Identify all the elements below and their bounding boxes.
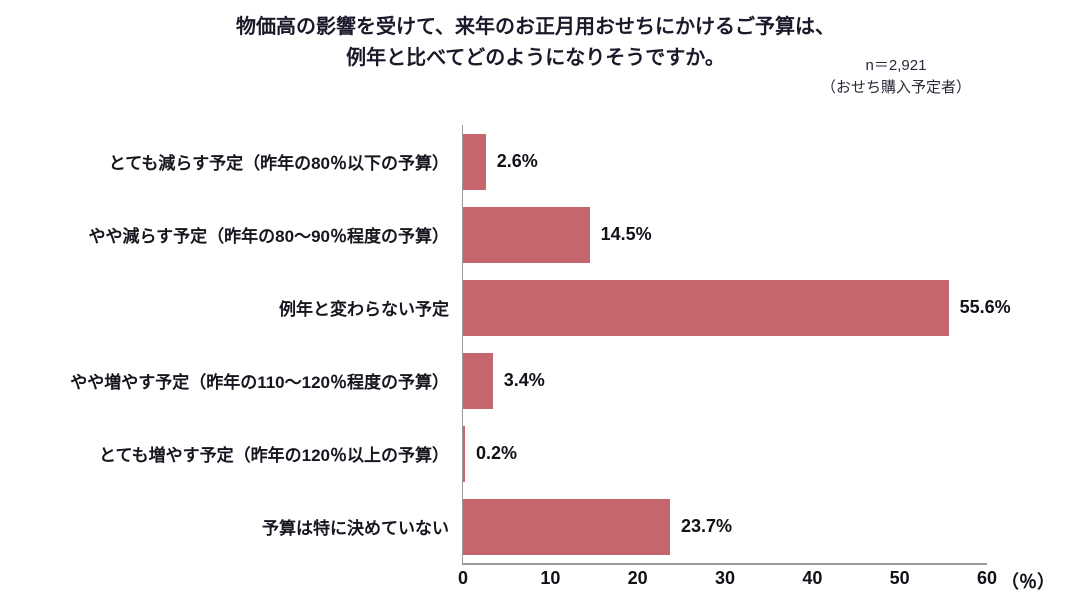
chart-title: 物価高の影響を受けて、来年のお正月用おせちにかけるご予算は、 例年と比べてどのよ… bbox=[0, 0, 1071, 74]
chart-title-line1: 物価高の影響を受けて、来年のお正月用おせちにかけるご予算は、 bbox=[236, 16, 835, 38]
bar-row: 55.6% bbox=[463, 271, 1011, 344]
category-label: とても増やす予定（昨年の120％以上の予算） bbox=[98, 446, 449, 465]
category-label: 例年と変わらない予定 bbox=[279, 300, 449, 319]
x-axis-tick-label: 30 bbox=[714, 568, 736, 588]
x-axis-ticks: 0 10 20 30 40 50 60 （％） bbox=[458, 563, 1055, 593]
value-label: 23.7% bbox=[680, 516, 733, 536]
x-axis-unit-label: （％） bbox=[1001, 572, 1055, 592]
bar bbox=[463, 279, 949, 336]
x-axis-tick-label: 10 bbox=[540, 568, 561, 588]
x-axis-tick-label: 20 bbox=[627, 568, 648, 588]
value-label: 55.6% bbox=[959, 297, 1011, 317]
chart-title-line2: 例年と比べてどのようになりそうですか。 bbox=[346, 47, 725, 69]
bar bbox=[463, 352, 493, 409]
x-axis-tick-label: 60 bbox=[976, 568, 998, 588]
value-label: 3.4% bbox=[503, 370, 545, 390]
bar-row: 2.6% bbox=[463, 125, 987, 198]
sample-size-note: n＝2,921 （おせち購入予定者） bbox=[821, 55, 971, 99]
bar bbox=[463, 425, 465, 482]
sample-size-description: （おせち購入予定者） bbox=[820, 79, 971, 96]
x-axis-tick-label: 50 bbox=[889, 568, 910, 588]
category-label: やや増やす予定（昨年の110～120％程度の予算） bbox=[70, 373, 449, 392]
value-label: 2.6% bbox=[496, 151, 538, 171]
category-label: とても減らす予定（昨年の80％以下の予算） bbox=[108, 154, 449, 173]
value-label: 14.5% bbox=[600, 224, 652, 244]
bar-row: 3.4% bbox=[463, 344, 987, 417]
bar bbox=[463, 206, 590, 263]
bar-chart: とても減らす予定（昨年の80％以下の予算） やや減らす予定（昨年の80～90％程度… bbox=[0, 125, 1071, 592]
bar bbox=[463, 498, 670, 555]
plot-area: 2.6% 14.5% 55.6% 3.4% 0.2% 23.7% 0 10 20 30 40 50 60… bbox=[458, 125, 1055, 592]
bar-row: 14.5% bbox=[463, 198, 987, 271]
bar-row: 23.7% bbox=[463, 490, 987, 563]
bar bbox=[463, 133, 486, 190]
category-label: やや減らす予定（昨年の80～90％程度の予算） bbox=[88, 227, 449, 246]
value-label: 0.2% bbox=[476, 443, 518, 463]
sample-size-value: n＝2,921 bbox=[865, 57, 927, 74]
category-labels-column: とても減らす予定（昨年の80％以下の予算） やや減らす予定（昨年の80～90％程度… bbox=[0, 125, 462, 565]
bar-row: 0.2% bbox=[463, 417, 987, 490]
x-axis-tick-label: 40 bbox=[802, 568, 823, 588]
category-label: 予算は特に決めていない bbox=[262, 519, 449, 538]
x-axis-tick-label: 0 bbox=[457, 568, 469, 588]
